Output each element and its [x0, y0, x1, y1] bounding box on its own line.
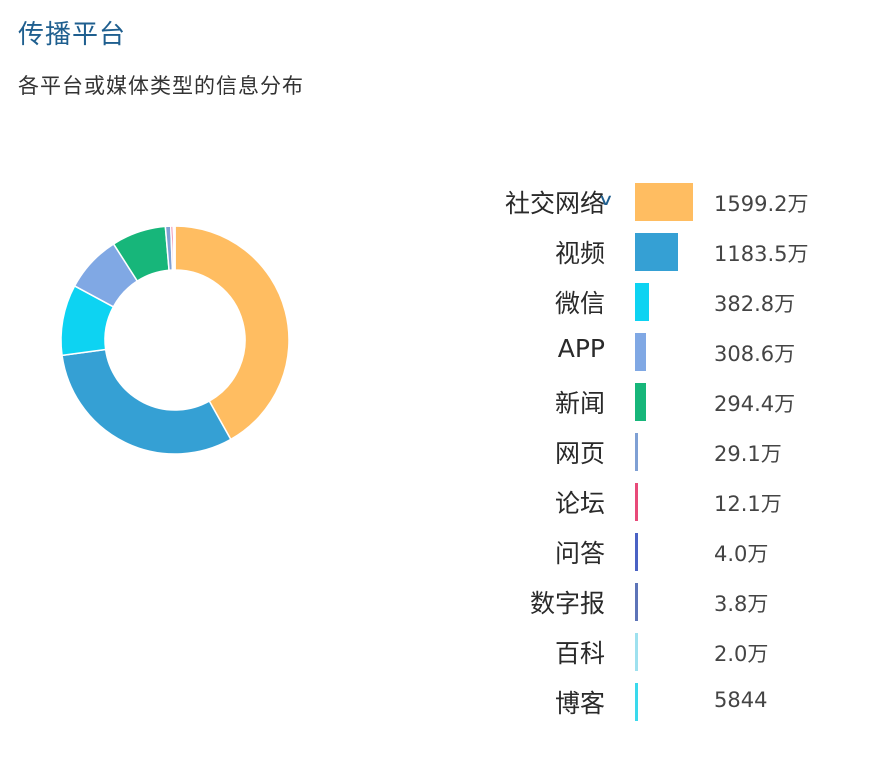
- legend-value: 382.8万: [714, 292, 796, 316]
- legend-label: 论坛: [554, 489, 605, 518]
- legend-bar: [635, 633, 638, 671]
- legend-item[interactable]: 问答 4.0万: [440, 528, 860, 578]
- donut-slice-1[interactable]: [61, 348, 232, 455]
- legend-bar: [635, 283, 649, 321]
- legend-item[interactable]: 博客 5844: [440, 678, 860, 728]
- donut-chart: [60, 225, 290, 455]
- legend-item[interactable]: 百科 2.0万: [440, 628, 860, 678]
- legend-label: 微信: [554, 289, 605, 318]
- chart-title: 传播平台: [18, 20, 127, 50]
- chart-legend: 社交网络 ∨ 1599.2万视频 1183.5万微信 382.8万 APP 308.6万新闻…: [440, 178, 860, 728]
- legend-label: 社交网络: [504, 189, 605, 218]
- legend-item[interactable]: 网页 29.1万: [440, 428, 860, 478]
- legend-value: 1183.5万: [714, 242, 809, 266]
- legend-item[interactable]: 论坛 12.1万: [440, 478, 860, 528]
- legend-value: 1599.2万: [714, 192, 809, 216]
- legend-item[interactable]: 数字报 3.8万: [440, 578, 860, 628]
- legend-label: 网页: [554, 439, 605, 468]
- legend-bar: [635, 383, 646, 421]
- legend-bar: [635, 333, 647, 371]
- legend-value: 4.0万: [714, 542, 769, 566]
- chart-subtitle: 各平台或媒体类型的信息分布: [18, 74, 304, 98]
- legend-label: 新闻: [554, 389, 605, 418]
- legend-value: 308.6万: [714, 342, 796, 366]
- legend-bar: [635, 433, 638, 471]
- legend-label: 问答: [554, 539, 605, 568]
- legend-item[interactable]: 视频 1183.5万: [440, 228, 860, 278]
- legend-label: APP: [557, 334, 605, 363]
- legend-label: 百科: [554, 639, 605, 668]
- legend-item[interactable]: 微信 382.8万: [440, 278, 860, 328]
- legend-value: 3.8万: [714, 592, 769, 616]
- legend-bar: [635, 183, 693, 221]
- legend-label: 视频: [554, 239, 605, 268]
- legend-bar: [635, 683, 638, 721]
- donut-slice-0[interactable]: [174, 225, 290, 441]
- legend-label: 数字报: [529, 589, 605, 618]
- legend-label: 博客: [554, 689, 605, 718]
- legend-value: 5844: [714, 688, 768, 712]
- legend-item[interactable]: 社交网络 ∨ 1599.2万: [440, 178, 860, 228]
- legend-bar: [635, 583, 638, 621]
- legend-bar: [635, 483, 638, 521]
- legend-bar: [635, 233, 678, 271]
- chevron-down-icon[interactable]: ∨: [597, 190, 615, 209]
- legend-value: 12.1万: [714, 492, 782, 516]
- legend-item[interactable]: 新闻 294.4万: [440, 378, 860, 428]
- legend-value: 2.0万: [714, 642, 769, 666]
- legend-item[interactable]: APP 308.6万: [440, 328, 860, 378]
- legend-bar: [635, 533, 638, 571]
- legend-value: 29.1万: [714, 442, 782, 466]
- legend-value: 294.4万: [714, 392, 796, 416]
